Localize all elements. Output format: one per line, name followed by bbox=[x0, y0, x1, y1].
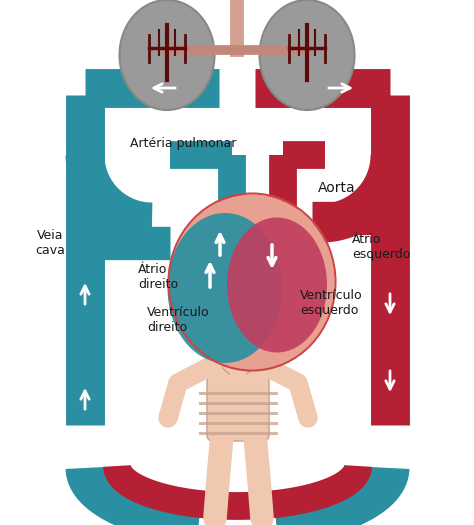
Ellipse shape bbox=[119, 0, 215, 110]
Text: Ventrículo
direito: Ventrículo direito bbox=[147, 306, 210, 334]
Ellipse shape bbox=[227, 217, 327, 352]
FancyBboxPatch shape bbox=[207, 344, 269, 441]
Text: Átrio
direito: Átrio direito bbox=[138, 263, 178, 291]
Ellipse shape bbox=[219, 334, 257, 376]
Text: Aorta: Aorta bbox=[318, 181, 356, 195]
Text: Átrio
esquerdo: Átrio esquerdo bbox=[352, 233, 410, 261]
Text: Veia
cava: Veia cava bbox=[35, 229, 65, 257]
Text: Ventrículo
esquerdo: Ventrículo esquerdo bbox=[300, 289, 363, 317]
Bar bbox=[230, 358, 246, 382]
Text: Artéria pulmonar: Artéria pulmonar bbox=[130, 136, 236, 150]
Ellipse shape bbox=[170, 194, 335, 370]
Ellipse shape bbox=[259, 0, 355, 110]
Ellipse shape bbox=[167, 213, 283, 363]
